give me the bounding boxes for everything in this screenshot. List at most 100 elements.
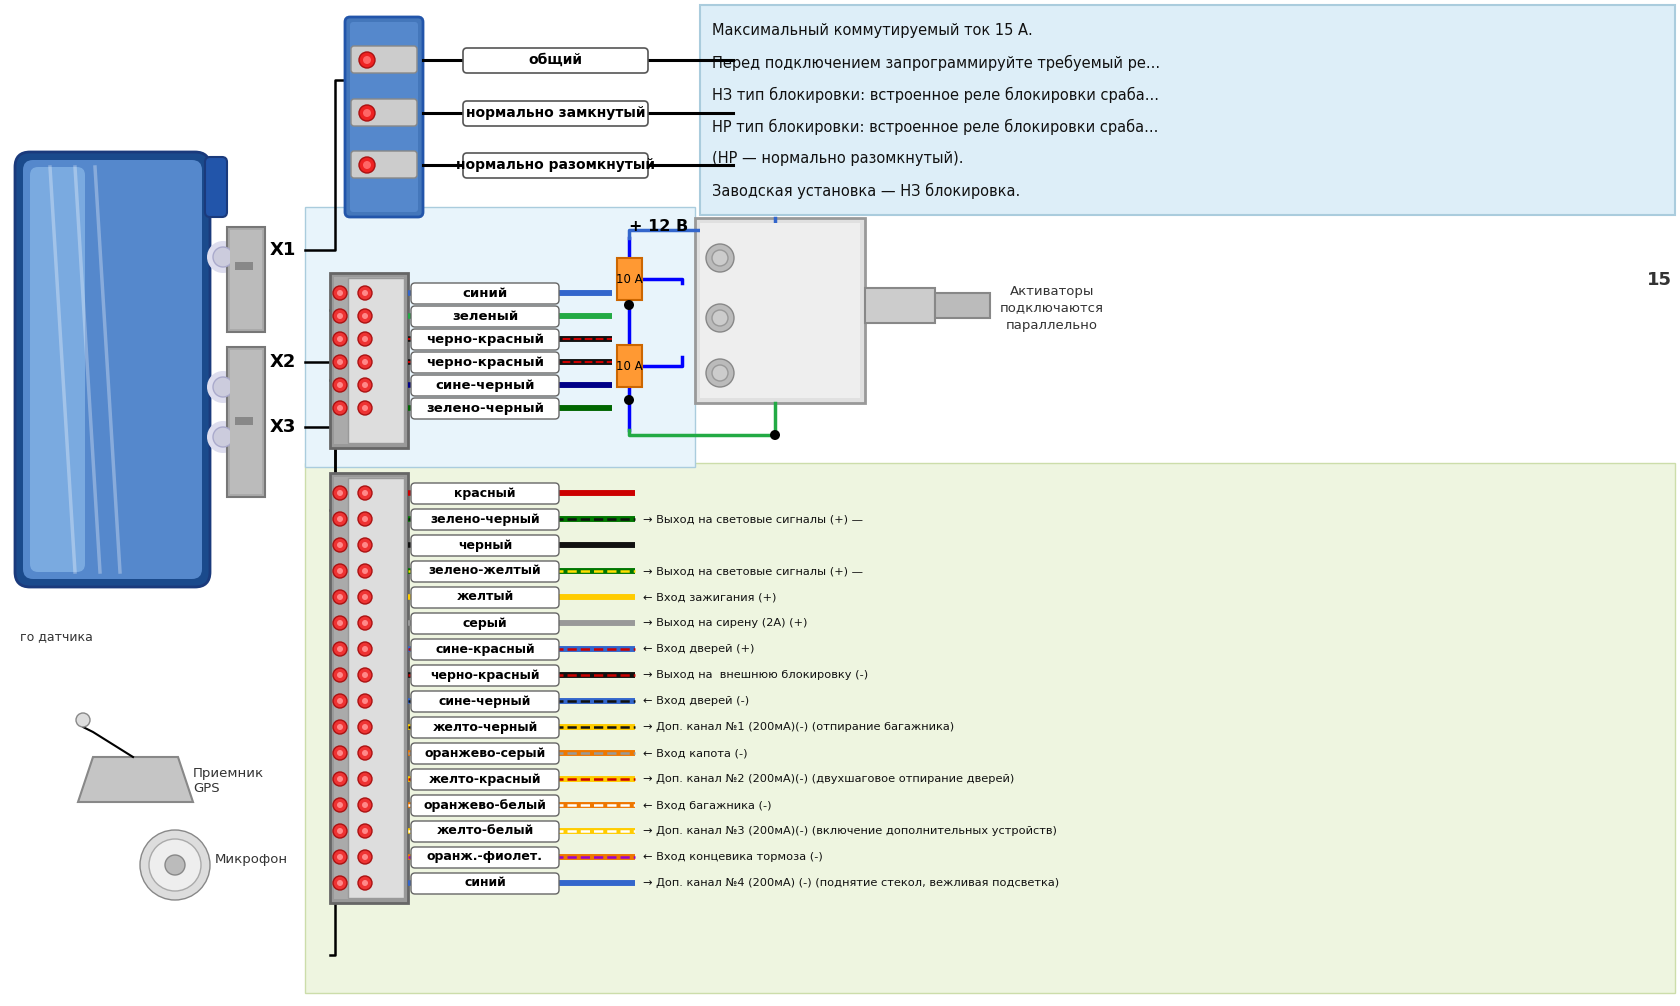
Circle shape [336,359,343,365]
Circle shape [336,290,343,296]
Circle shape [623,300,633,310]
Circle shape [358,286,371,300]
Circle shape [336,750,343,756]
FancyBboxPatch shape [410,873,559,894]
Circle shape [333,355,346,369]
FancyBboxPatch shape [462,48,647,73]
Text: Перед подключением запрограммируйте требуемый ре...: Перед подключением запрограммируйте треб… [712,55,1159,71]
Bar [329,273,408,448]
Circle shape [207,371,239,403]
Text: ← Вход зажигания (+): ← Вход зажигания (+) [643,592,776,602]
Circle shape [336,568,343,574]
Circle shape [333,538,346,552]
Circle shape [333,824,346,838]
Circle shape [333,486,346,500]
Bar [230,230,262,329]
Text: НЗ тип блокировки: встроенное реле блокировки сраба...: НЗ тип блокировки: встроенное реле блоки… [712,87,1158,104]
Circle shape [336,313,343,319]
Bar [348,478,403,898]
Circle shape [712,365,727,381]
Circle shape [336,620,343,626]
Text: Заводская установка — НЗ блокировка.: Заводская установка — НЗ блокировка. [712,183,1020,199]
Text: черно-красный: черно-красный [425,333,544,345]
FancyBboxPatch shape [410,483,559,504]
Text: → Доп. канал №2 (200мА)(-) (двухшаговое отпирание дверей): → Доп. канал №2 (200мА)(-) (двухшаговое … [643,774,1013,784]
FancyBboxPatch shape [410,717,559,738]
Circle shape [358,486,371,500]
Circle shape [623,395,633,405]
Circle shape [336,516,343,522]
Circle shape [361,646,368,652]
Circle shape [706,359,734,387]
Circle shape [139,830,210,900]
Circle shape [336,672,343,678]
Circle shape [361,724,368,730]
Circle shape [361,382,368,388]
Text: + 12 В: + 12 В [628,218,687,233]
Circle shape [363,56,371,64]
Circle shape [336,828,343,834]
Circle shape [333,850,346,864]
Circle shape [361,405,368,411]
Bar [235,262,254,270]
Circle shape [361,490,368,496]
Text: X3: X3 [270,418,296,436]
Bar [304,463,1673,993]
Bar [334,477,403,899]
Circle shape [358,309,371,323]
Circle shape [358,378,371,392]
Circle shape [361,313,368,319]
Text: зелено-черный: зелено-черный [430,512,539,525]
Circle shape [336,405,343,411]
FancyBboxPatch shape [349,22,418,212]
FancyBboxPatch shape [410,509,559,530]
Circle shape [358,538,371,552]
Circle shape [361,594,368,600]
Circle shape [333,564,346,578]
Circle shape [336,490,343,496]
Circle shape [333,590,346,604]
Circle shape [358,772,371,786]
Text: сине-черный: сине-черный [438,694,531,707]
Circle shape [333,378,346,392]
FancyBboxPatch shape [410,283,559,304]
Text: → Выход на световые сигналы (+) —: → Выход на световые сигналы (+) — [643,514,862,524]
FancyBboxPatch shape [410,306,559,327]
Text: 15: 15 [1646,271,1672,289]
Text: X2: X2 [270,353,296,371]
Circle shape [358,720,371,734]
FancyBboxPatch shape [410,561,559,582]
Circle shape [360,105,375,121]
FancyBboxPatch shape [410,639,559,660]
Circle shape [358,668,371,682]
Circle shape [333,642,346,656]
Circle shape [363,109,371,117]
Circle shape [358,401,371,415]
Circle shape [358,824,371,838]
Text: желто-красный: желто-красный [428,773,541,786]
FancyBboxPatch shape [410,769,559,790]
Text: (НР — нормально разомкнутый).: (НР — нормально разомкнутый). [712,151,963,166]
Text: Активаторы
подключаются
параллельно: Активаторы подключаются параллельно [1000,285,1104,332]
Circle shape [769,430,780,440]
Text: → Выход на  внешнюю блокировку (-): → Выход на внешнюю блокировку (-) [643,670,867,680]
Circle shape [361,828,368,834]
Text: нормально разомкнутый: нормально разомкнутый [455,158,655,172]
Circle shape [361,776,368,782]
Bar [617,345,642,387]
Circle shape [150,839,202,891]
FancyBboxPatch shape [351,99,417,126]
Circle shape [706,304,734,332]
Circle shape [336,698,343,704]
FancyBboxPatch shape [410,329,559,350]
Circle shape [336,542,343,548]
Text: → Доп. канал №3 (200мА)(-) (включение дополнительных устройств): → Доп. канал №3 (200мА)(-) (включение до… [643,826,1057,836]
Text: го датчика: го датчика [20,630,92,643]
Polygon shape [77,757,193,802]
Bar [934,293,990,318]
FancyBboxPatch shape [351,151,417,178]
FancyBboxPatch shape [410,375,559,396]
FancyBboxPatch shape [15,152,210,586]
Circle shape [358,798,371,812]
Bar [227,347,265,497]
